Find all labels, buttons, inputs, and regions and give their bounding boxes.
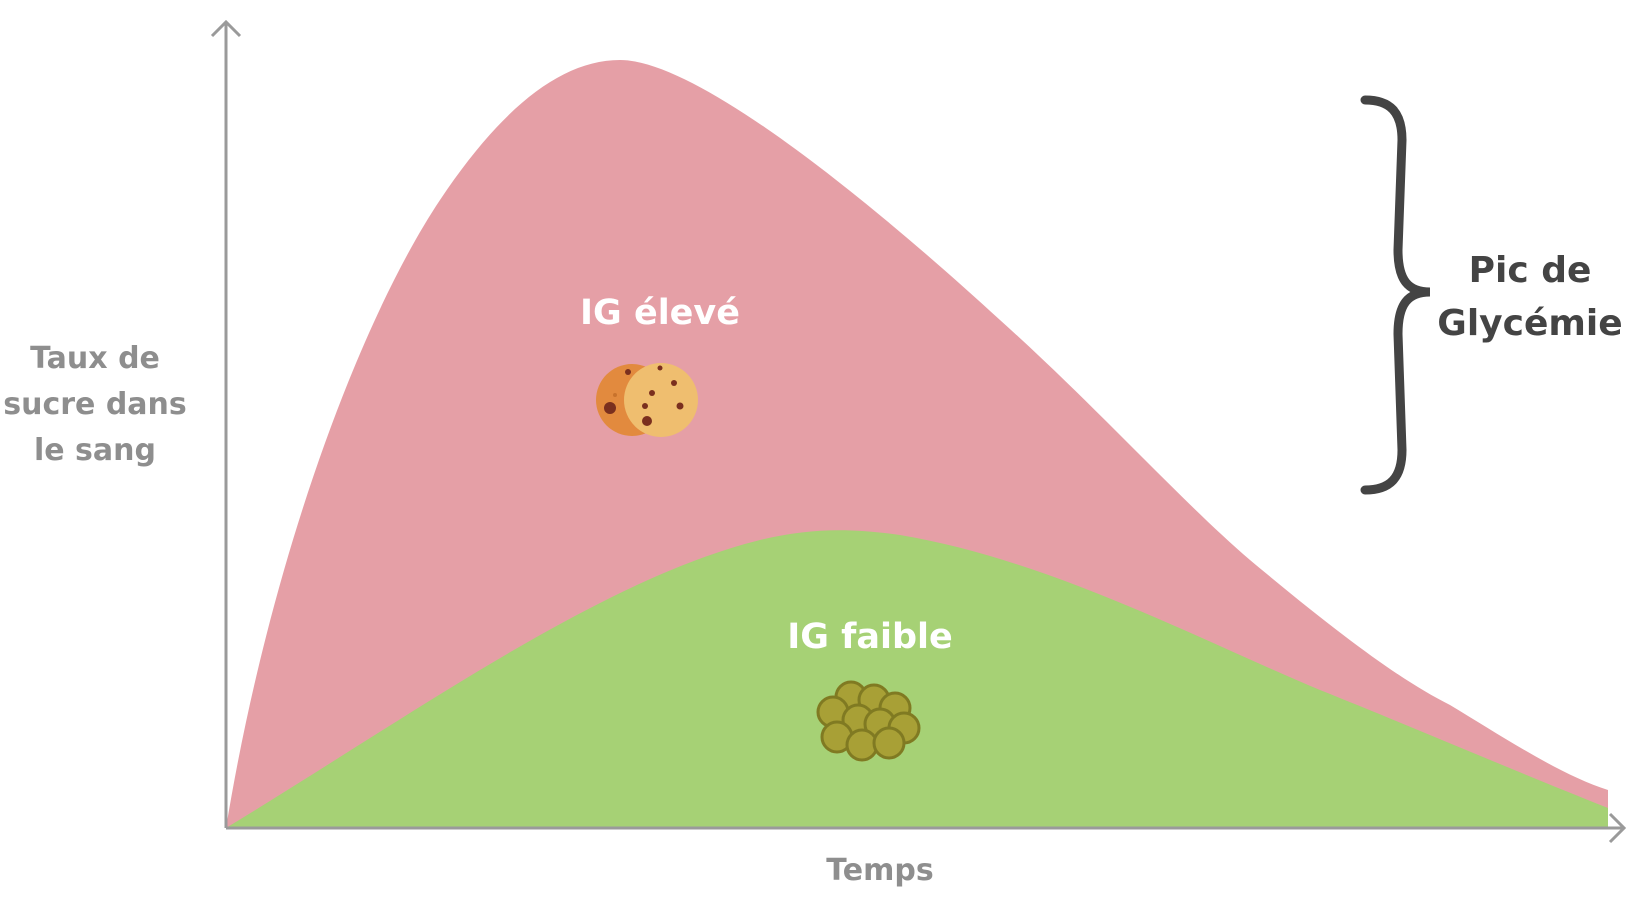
high-gi-label: IG élevé xyxy=(580,293,740,333)
y-axis-label: Taux de sucre dans le sang xyxy=(0,336,190,474)
peak-label-line: Pic de xyxy=(1468,250,1592,291)
y-axis-arrow xyxy=(210,19,242,38)
x-axis-arrow xyxy=(1608,812,1627,844)
y-axis-label-line: Taux de xyxy=(30,341,160,376)
glycemic-peak-label: Pic de Glycémie xyxy=(1430,244,1630,350)
x-axis-label: Temps xyxy=(826,853,934,888)
curly-brace xyxy=(1360,95,1431,495)
lentils-icon xyxy=(816,680,921,762)
peak-label-line: Glycémie xyxy=(1437,303,1623,344)
low-gi-curve-area xyxy=(226,530,1608,828)
cookie-icon xyxy=(596,363,698,437)
y-axis-label-line: sucre dans xyxy=(3,387,187,422)
y-axis-label-line: le sang xyxy=(33,433,156,468)
low-gi-label: IG faible xyxy=(787,617,953,657)
